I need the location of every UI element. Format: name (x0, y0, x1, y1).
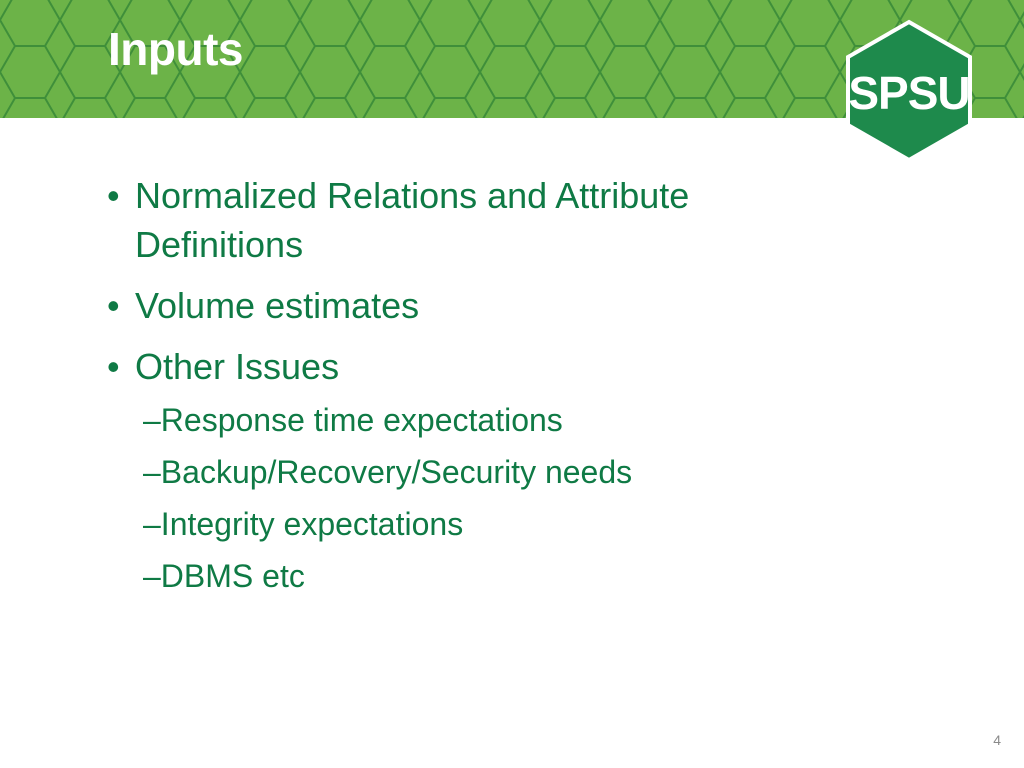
sub-bullet-text: Response time expectations (160, 402, 563, 438)
bullet-marker: • (107, 346, 120, 387)
sub-bullet-item: –Response time expectations (143, 400, 563, 440)
bullet-text: Volume estimates (135, 285, 420, 326)
sub-bullet-marker: – (143, 558, 161, 594)
bullet-marker: • (107, 175, 120, 216)
bullet-text: Normalized Relations and Attribute Defin… (135, 175, 690, 265)
sub-bullet-text: Integrity expectations (160, 506, 464, 542)
sub-bullet-item: –DBMS etc (143, 556, 305, 596)
sub-bullet-text: DBMS etc (160, 558, 305, 594)
sub-bullet-marker: – (143, 506, 161, 542)
sub-bullet-marker: – (143, 454, 161, 490)
spsu-logo: SPSU (842, 18, 976, 164)
bullet-marker: • (107, 285, 120, 326)
logo-text: SPSU (848, 67, 969, 119)
bullet-text: Other Issues (135, 346, 340, 387)
sub-bullet-marker: – (143, 402, 161, 438)
bullet-item: • Other Issues (107, 342, 835, 391)
sub-bullet-text: Backup/Recovery/Security needs (160, 454, 633, 490)
sub-bullet-item: –Integrity expectations (143, 504, 463, 544)
hexagon-logo-icon: SPSU (846, 19, 972, 163)
bullet-item: • Normalized Relations and Attribute Def… (107, 171, 835, 269)
page-number: 4 (993, 732, 1001, 748)
sub-bullet-item: –Backup/Recovery/Security needs (143, 452, 632, 492)
slide-title: Inputs (108, 23, 243, 75)
bullet-item: • Volume estimates (107, 281, 835, 330)
